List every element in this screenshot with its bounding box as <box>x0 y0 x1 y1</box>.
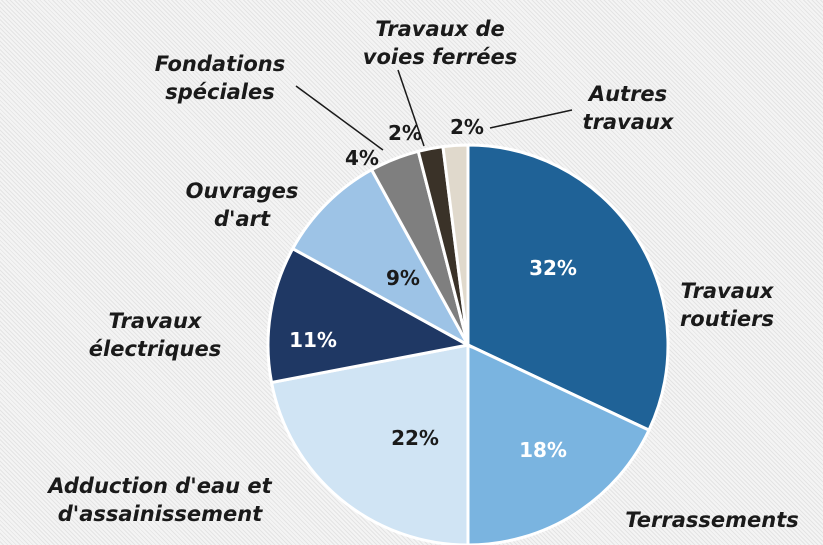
pie-slice <box>441 143 470 346</box>
leader-line <box>489 109 573 129</box>
value-label: 4% <box>345 146 379 170</box>
value-label: 2% <box>450 115 484 139</box>
value-label: 22% <box>391 426 439 450</box>
slice-label: Ouvrages d'art <box>185 179 299 231</box>
slice-label: Travaux électriques <box>88 309 222 361</box>
slice-label: Terrassements <box>625 508 799 532</box>
pie-slice <box>269 343 470 545</box>
pie-slice <box>466 143 670 433</box>
leader-line <box>295 85 384 151</box>
value-label: 9% <box>386 266 420 290</box>
slice-label: Travaux routiers <box>679 279 775 331</box>
value-label: 18% <box>519 438 567 462</box>
leader-lines <box>295 69 573 151</box>
slice-label: Autres travaux <box>582 82 674 134</box>
value-label: 32% <box>529 256 577 280</box>
slice-label: Fondations spéciales <box>154 52 286 104</box>
value-label: 11% <box>289 328 337 352</box>
slice-label: Adduction d'eau et d'assainissement <box>48 474 272 526</box>
leader-line <box>397 69 425 147</box>
pie-slice <box>466 342 651 545</box>
slice-label: Travaux de voies ferrées <box>362 17 518 69</box>
value-label: 2% <box>388 121 422 145</box>
pie-slice <box>290 167 472 349</box>
pie-slice <box>266 246 473 385</box>
